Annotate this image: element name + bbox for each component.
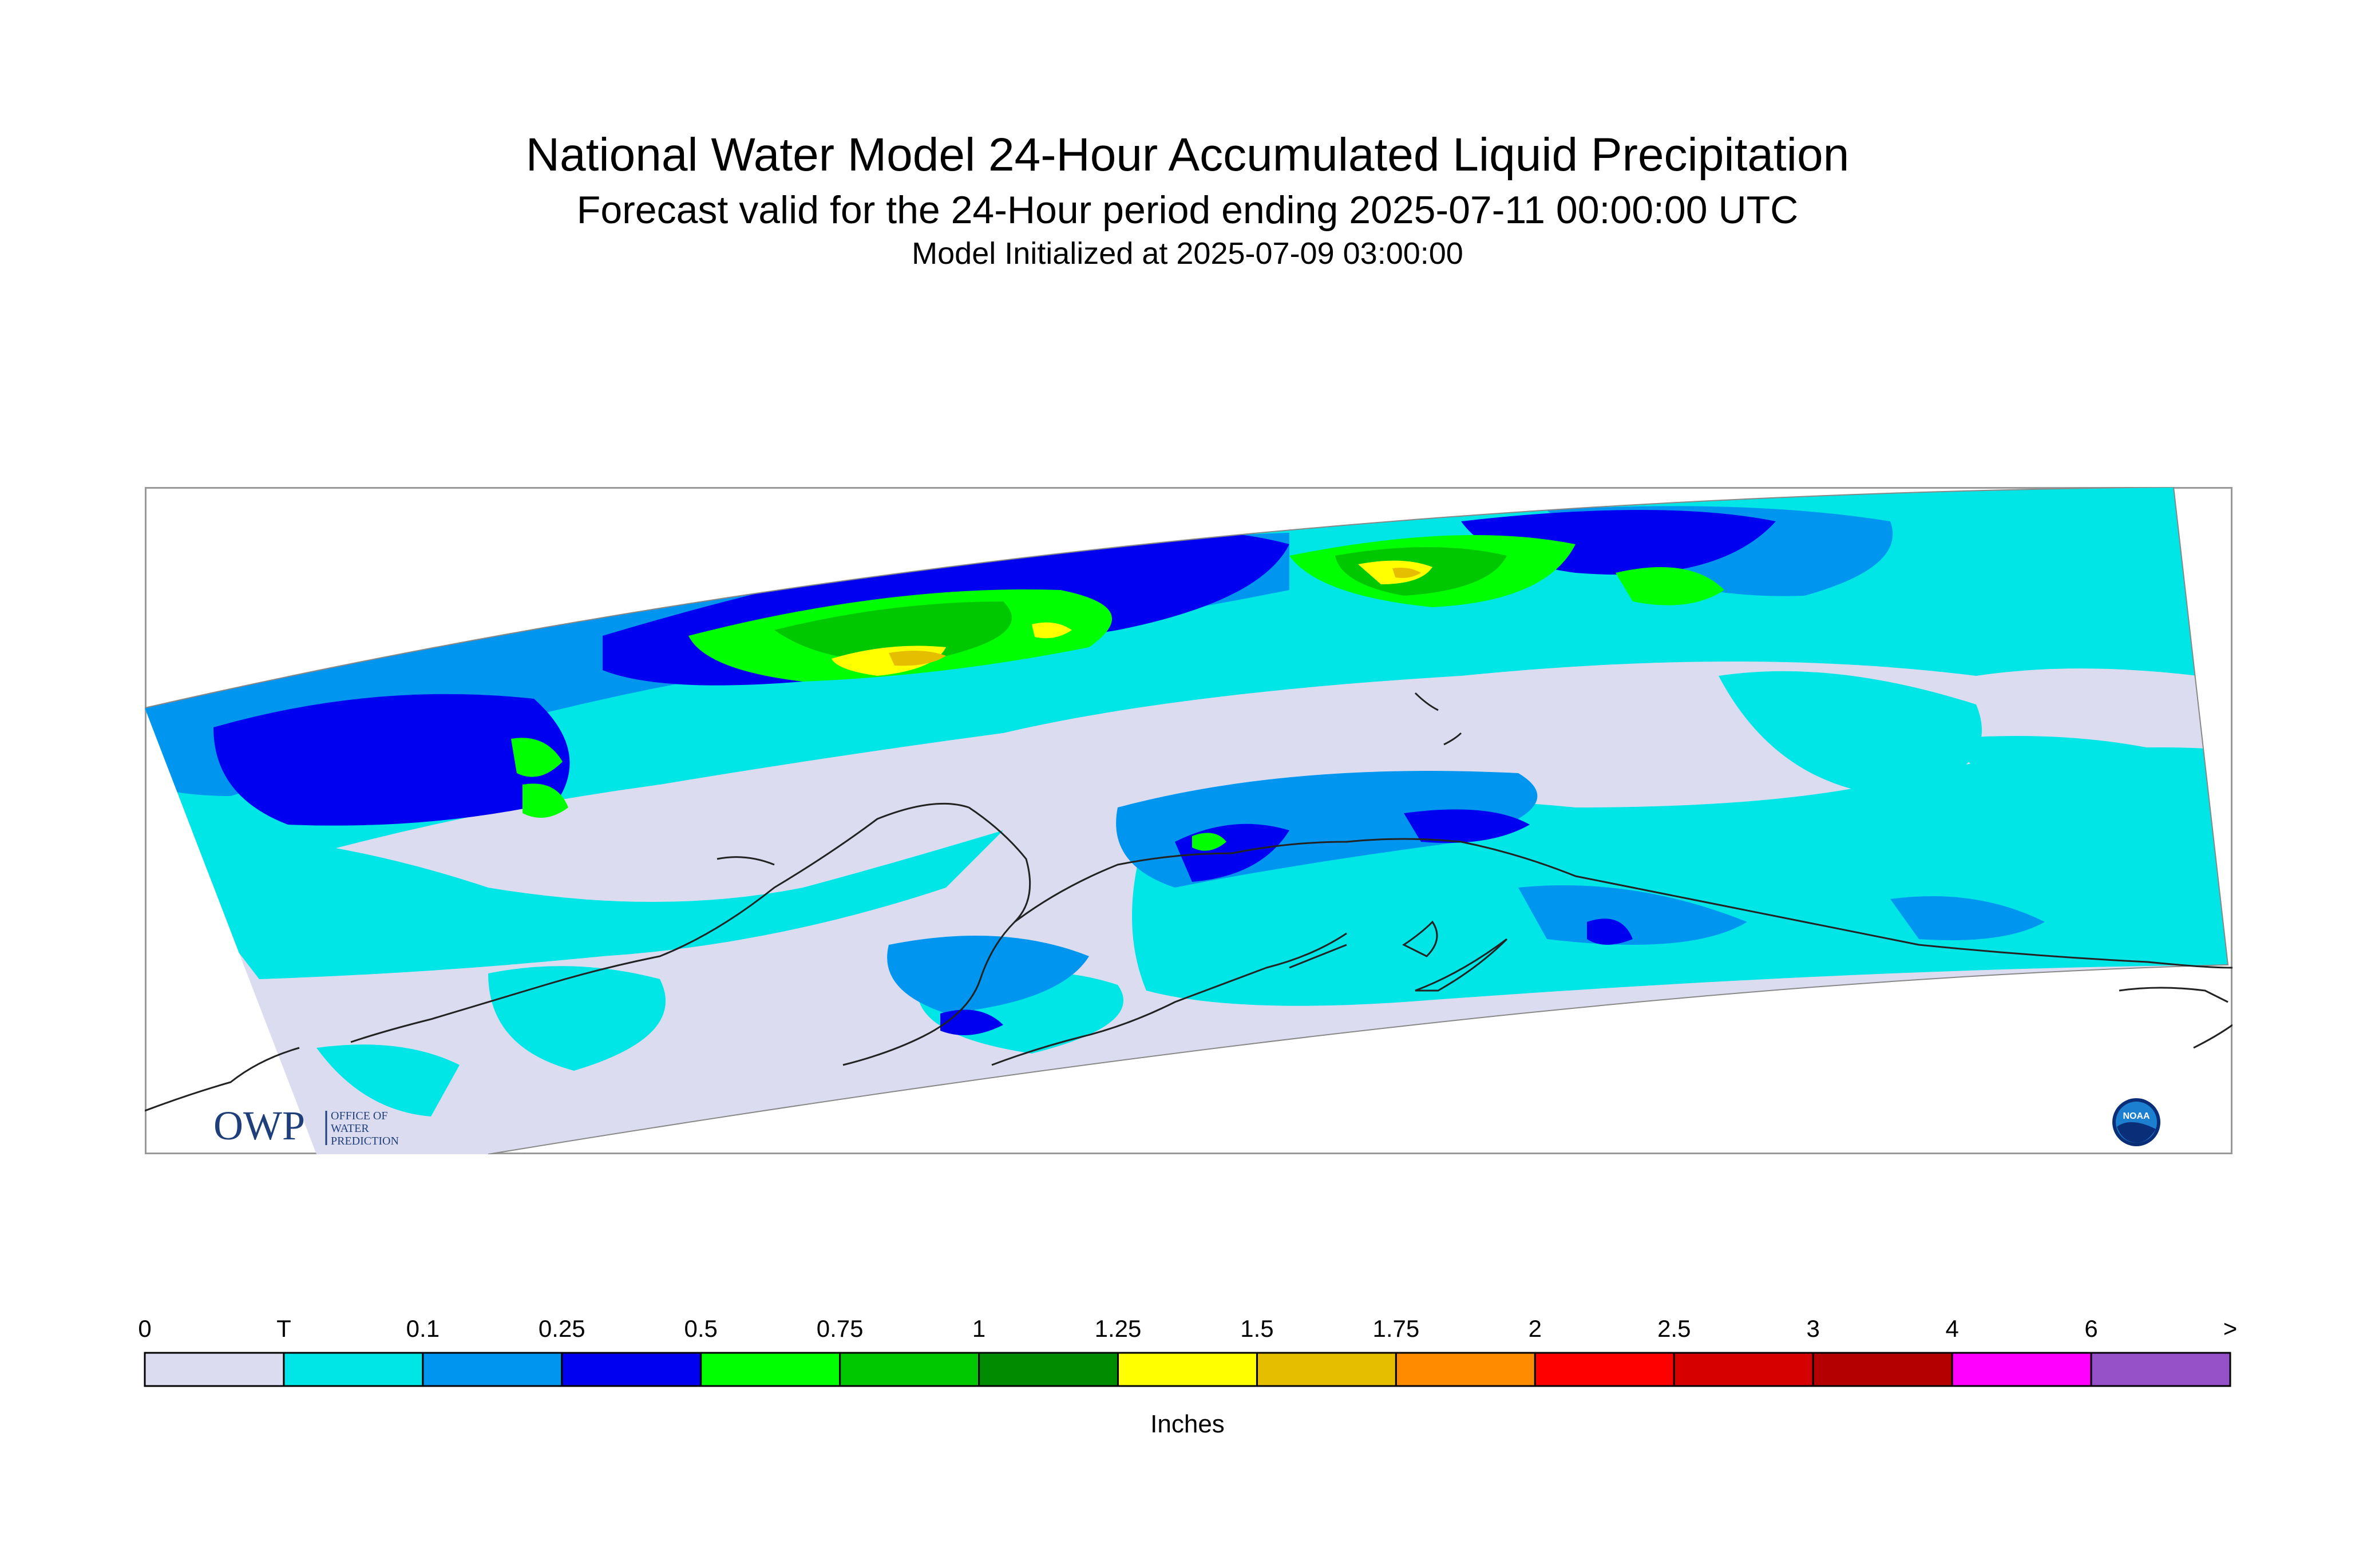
legend-swatch	[1673, 1352, 1814, 1387]
legend-swatch	[1812, 1352, 1953, 1387]
legend-tick-label: 2	[1528, 1315, 1542, 1342]
legend-tick-label: 6	[2084, 1315, 2098, 1342]
legend-swatch	[1256, 1352, 1397, 1387]
legend-tick-label: 0.5	[684, 1315, 718, 1342]
owp-logo: OWP OFFICE OF WATER PREDICTION	[213, 1103, 399, 1149]
legend-swatch	[1534, 1352, 1675, 1387]
legend-swatch	[1395, 1352, 1536, 1387]
legend-swatch	[561, 1352, 702, 1387]
legend-swatch	[2090, 1352, 2231, 1387]
legend-tick-label: 4	[1945, 1315, 1959, 1342]
noaa-logo-text: NOAA	[2123, 1111, 2150, 1121]
legend-tick-label: 0	[138, 1315, 152, 1342]
owp-logo-text-3: PREDICTION	[331, 1135, 399, 1147]
coastlines	[145, 692, 2232, 1112]
legend-tick-label: 1.5	[1240, 1315, 1274, 1342]
legend-swatch	[839, 1352, 980, 1387]
legend-tick-label: 0.1	[406, 1315, 440, 1342]
legend-tick-label: 1	[972, 1315, 986, 1342]
legend-swatch	[144, 1352, 285, 1387]
legend-tick-label: >	[2223, 1315, 2238, 1342]
legend-swatch	[422, 1352, 563, 1387]
owp-logo-mark: OWP	[213, 1103, 305, 1149]
legend-swatch	[700, 1352, 841, 1387]
legend-tick-label: 1.75	[1372, 1315, 1420, 1342]
legend-tick-label: T	[276, 1315, 291, 1342]
legend-units: Inches	[1150, 1410, 1225, 1438]
legend-tick-label: 0.75	[816, 1315, 864, 1342]
noaa-logo: NOAA	[2112, 1098, 2160, 1146]
legend-swatch	[1951, 1352, 2092, 1387]
legend-tick-label: 0.25	[538, 1315, 585, 1342]
map-subtitle: Forecast valid for the 24-Hour period en…	[576, 188, 1799, 232]
model-init-text: Model Initialized at 2025-07-09 03:00:00	[912, 236, 1463, 271]
extreme-precip-areas	[889, 568, 1421, 666]
legend-tick-label: 1.25	[1094, 1315, 1142, 1342]
legend-tick-label: 3	[1806, 1315, 1820, 1342]
legend-swatch	[978, 1352, 1119, 1387]
map-title: National Water Model 24-Hour Accumulated…	[525, 129, 1850, 181]
legend-swatch	[1117, 1352, 1258, 1387]
legend-swatch	[283, 1352, 424, 1387]
owp-logo-text-2: WATER	[331, 1122, 369, 1135]
owp-logo-text-1: OFFICE OF	[331, 1110, 387, 1122]
model-domain-outline	[145, 487, 2229, 1154]
legend-tick-label: 2.5	[1657, 1315, 1691, 1342]
precipitation-map: OWP OFFICE OF WATER PREDICTION NOAA	[145, 487, 2232, 1154]
